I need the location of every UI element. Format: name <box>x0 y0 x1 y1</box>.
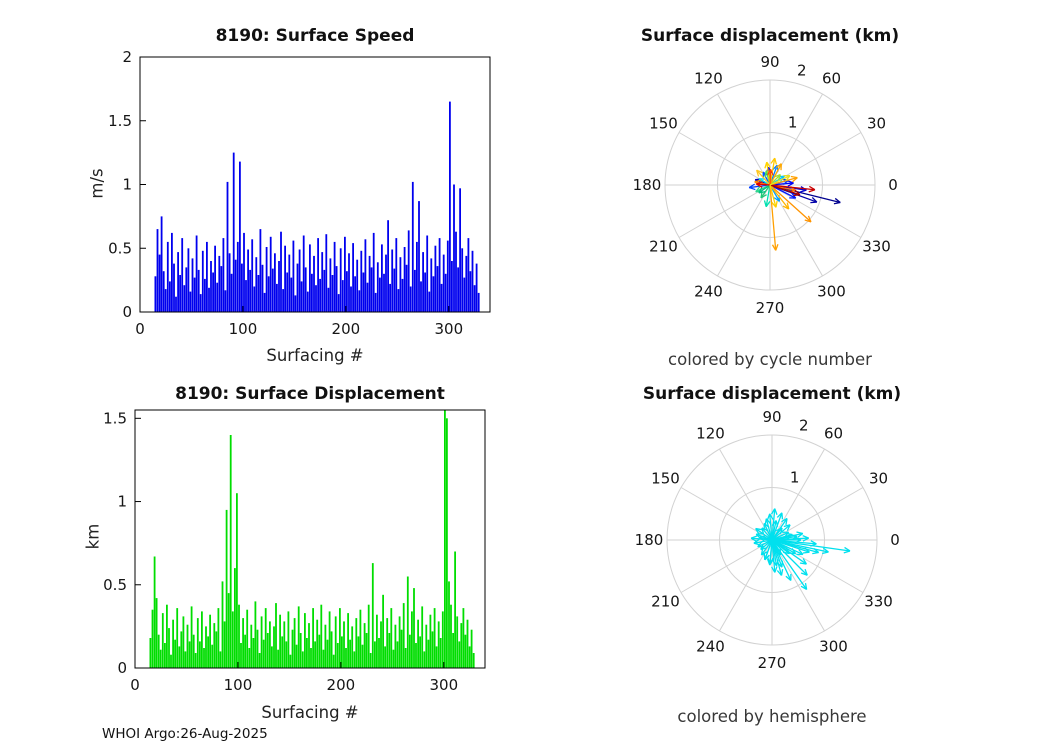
svg-text:120: 120 <box>694 69 723 87</box>
svg-text:200: 200 <box>327 676 356 694</box>
svg-text:1: 1 <box>790 468 800 486</box>
svg-text:300: 300 <box>430 676 459 694</box>
svg-text:210: 210 <box>651 593 680 611</box>
svg-text:200: 200 <box>332 320 361 338</box>
svg-text:0: 0 <box>122 303 132 321</box>
svg-text:240: 240 <box>694 283 723 301</box>
svg-text:240: 240 <box>696 638 725 656</box>
svg-text:270: 270 <box>758 654 787 672</box>
svg-text:2: 2 <box>797 62 807 80</box>
svg-text:270: 270 <box>756 299 785 317</box>
svg-text:0.5: 0.5 <box>108 239 132 257</box>
svg-text:180: 180 <box>633 176 662 194</box>
svg-text:300: 300 <box>819 638 848 656</box>
displacement-bar-chart: 0 100 200 300 0 0.5 1 1.5 <box>103 409 486 694</box>
svg-text:0: 0 <box>890 531 900 549</box>
svg-text:0.5: 0.5 <box>103 576 127 594</box>
polar-cycle-caption: colored by cycle number <box>668 350 872 369</box>
displacement-chart-panel: 8190: Surface Displacement km Surfacing … <box>0 375 525 750</box>
svg-text:150: 150 <box>651 470 680 488</box>
svg-text:330: 330 <box>864 593 893 611</box>
polar-cycle-title: Surface displacement (km) <box>640 26 900 46</box>
svg-text:0: 0 <box>130 676 140 694</box>
svg-text:1: 1 <box>122 176 132 194</box>
svg-text:2: 2 <box>122 48 132 66</box>
svg-text:30: 30 <box>869 470 888 488</box>
svg-text:100: 100 <box>224 676 253 694</box>
svg-text:30: 30 <box>867 115 886 133</box>
polar-cycle-panel: Surface displacement (km) colored by cyc… <box>525 0 1050 375</box>
svg-text:180: 180 <box>635 531 664 549</box>
polar-hemisphere-title: Surface displacement (km) <box>642 384 902 404</box>
footer-watermark: WHOI Argo:26-Aug-2025 <box>102 726 268 742</box>
svg-text:210: 210 <box>649 238 678 256</box>
svg-text:90: 90 <box>762 408 781 426</box>
svg-text:0: 0 <box>888 176 898 194</box>
speed-xlabel: Surfacing # <box>266 346 364 365</box>
polar-hemisphere-caption: colored by hemisphere <box>677 707 867 726</box>
svg-text:150: 150 <box>649 115 678 133</box>
svg-text:2: 2 <box>799 417 809 435</box>
svg-text:1: 1 <box>788 113 798 131</box>
polar-hemisphere-chart: 0 30 60 90 120 150 180 210 240 270 300 330 1 2 <box>635 408 900 672</box>
svg-text:0: 0 <box>135 320 145 338</box>
svg-text:300: 300 <box>435 320 464 338</box>
svg-text:330: 330 <box>862 238 891 256</box>
speed-bar-chart: 0 100 200 300 0 0.5 1 1.5 2 <box>108 48 491 338</box>
svg-text:60: 60 <box>822 69 841 87</box>
displacement-xlabel: Surfacing # <box>261 703 359 722</box>
svg-text:90: 90 <box>760 53 779 71</box>
svg-text:100: 100 <box>229 320 258 338</box>
svg-text:120: 120 <box>696 424 725 442</box>
displacement-chart-title: 8190: Surface Displacement <box>175 384 445 404</box>
speed-chart-title: 8190: Surface Speed <box>215 26 415 46</box>
svg-text:60: 60 <box>824 424 843 442</box>
polar-hemisphere-panel: Surface displacement (km) colored by hem… <box>525 375 1050 750</box>
speed-chart-panel: 8190: Surface Speed m/s Surfacing # 0 100… <box>0 0 525 375</box>
svg-text:1: 1 <box>117 493 127 511</box>
svg-text:300: 300 <box>817 283 846 301</box>
polar-cycle-chart: 0 30 60 90 120 150 180 210 240 270 300 330 1 2 <box>633 53 898 317</box>
svg-text:0: 0 <box>117 659 127 677</box>
svg-text:1.5: 1.5 <box>108 112 132 130</box>
svg-text:1.5: 1.5 <box>103 409 127 427</box>
